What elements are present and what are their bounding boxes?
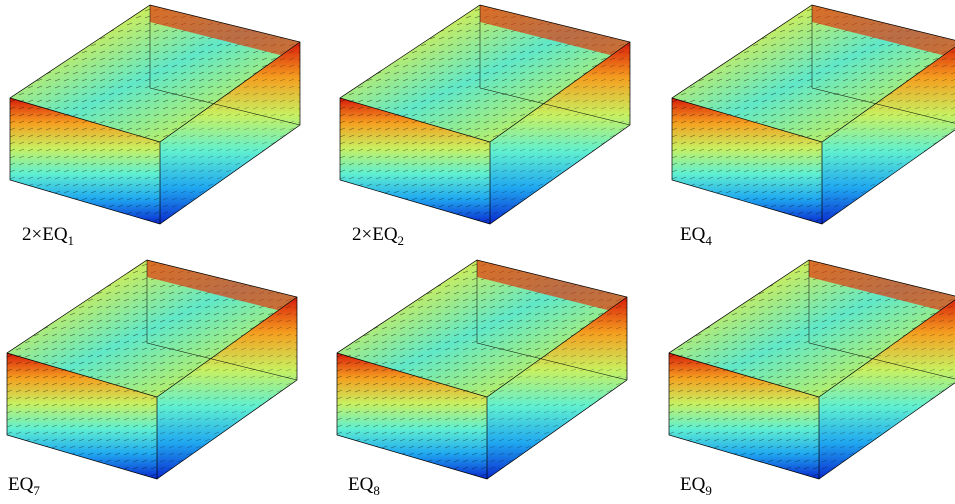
box-right-arrows	[822, 47, 955, 224]
box-edge	[489, 41, 631, 143]
label-text: EQ	[348, 474, 374, 495]
box-back	[477, 260, 627, 315]
box-back	[147, 260, 297, 315]
box-front-arrows	[337, 353, 487, 479]
box-inner-edge	[146, 260, 298, 381]
box-inner-edge	[149, 5, 301, 126]
label-text: EQ	[8, 474, 34, 495]
box-back	[480, 5, 630, 60]
box-edge	[486, 296, 628, 398]
label-subscript: 9	[705, 483, 712, 498]
box-right-arrows	[487, 297, 627, 479]
label-text: 2×EQ	[22, 224, 68, 245]
box-back	[812, 5, 955, 59]
panel-label: 2×EQ1	[22, 224, 74, 248]
box-right-arrows	[160, 42, 300, 224]
label-subscript: 1	[68, 233, 75, 248]
box-front-arrows	[7, 353, 157, 479]
label-text: 2×EQ	[352, 224, 398, 245]
panel	[668, 259, 955, 480]
box-edge	[156, 296, 298, 398]
box-edges	[671, 4, 955, 225]
label-subscript: 7	[33, 483, 40, 498]
label-text: EQ	[680, 224, 706, 245]
box-front-arrows	[669, 353, 819, 479]
box-edges	[9, 4, 301, 225]
box-inner-edge	[811, 5, 955, 124]
box-front-arrows	[672, 98, 822, 224]
box-back	[150, 5, 300, 60]
panel-label: EQ8	[348, 474, 380, 498]
box-edges	[336, 259, 628, 480]
box-front-arrows	[10, 98, 160, 224]
panel	[339, 4, 631, 225]
panel-label: 2×EQ2	[352, 224, 404, 248]
box-edge	[821, 46, 955, 143]
panel-label: EQ4	[680, 224, 712, 248]
box-edges	[668, 259, 955, 480]
box-edge	[159, 41, 301, 143]
box-inner-edge	[476, 260, 628, 381]
panel-label: EQ9	[680, 474, 712, 498]
label-text: EQ	[680, 474, 706, 495]
panel	[336, 259, 628, 480]
box-front-arrows	[340, 98, 490, 224]
box-edges	[339, 4, 631, 225]
box-inner-edge	[479, 5, 631, 126]
label-subscript: 8	[373, 483, 380, 498]
box-right-arrows	[490, 42, 630, 224]
label-subscript: 2	[398, 233, 405, 248]
box-right-arrows	[157, 297, 297, 479]
box-right-arrows	[819, 299, 955, 479]
label-subscript: 4	[705, 233, 712, 248]
panel-label: EQ7	[8, 474, 40, 498]
box-edge	[818, 299, 955, 398]
panel	[9, 4, 301, 225]
box-back	[809, 260, 955, 314]
box-inner-edge	[808, 260, 955, 380]
panel	[671, 4, 955, 225]
box-edges	[6, 259, 298, 480]
panel	[6, 259, 298, 480]
